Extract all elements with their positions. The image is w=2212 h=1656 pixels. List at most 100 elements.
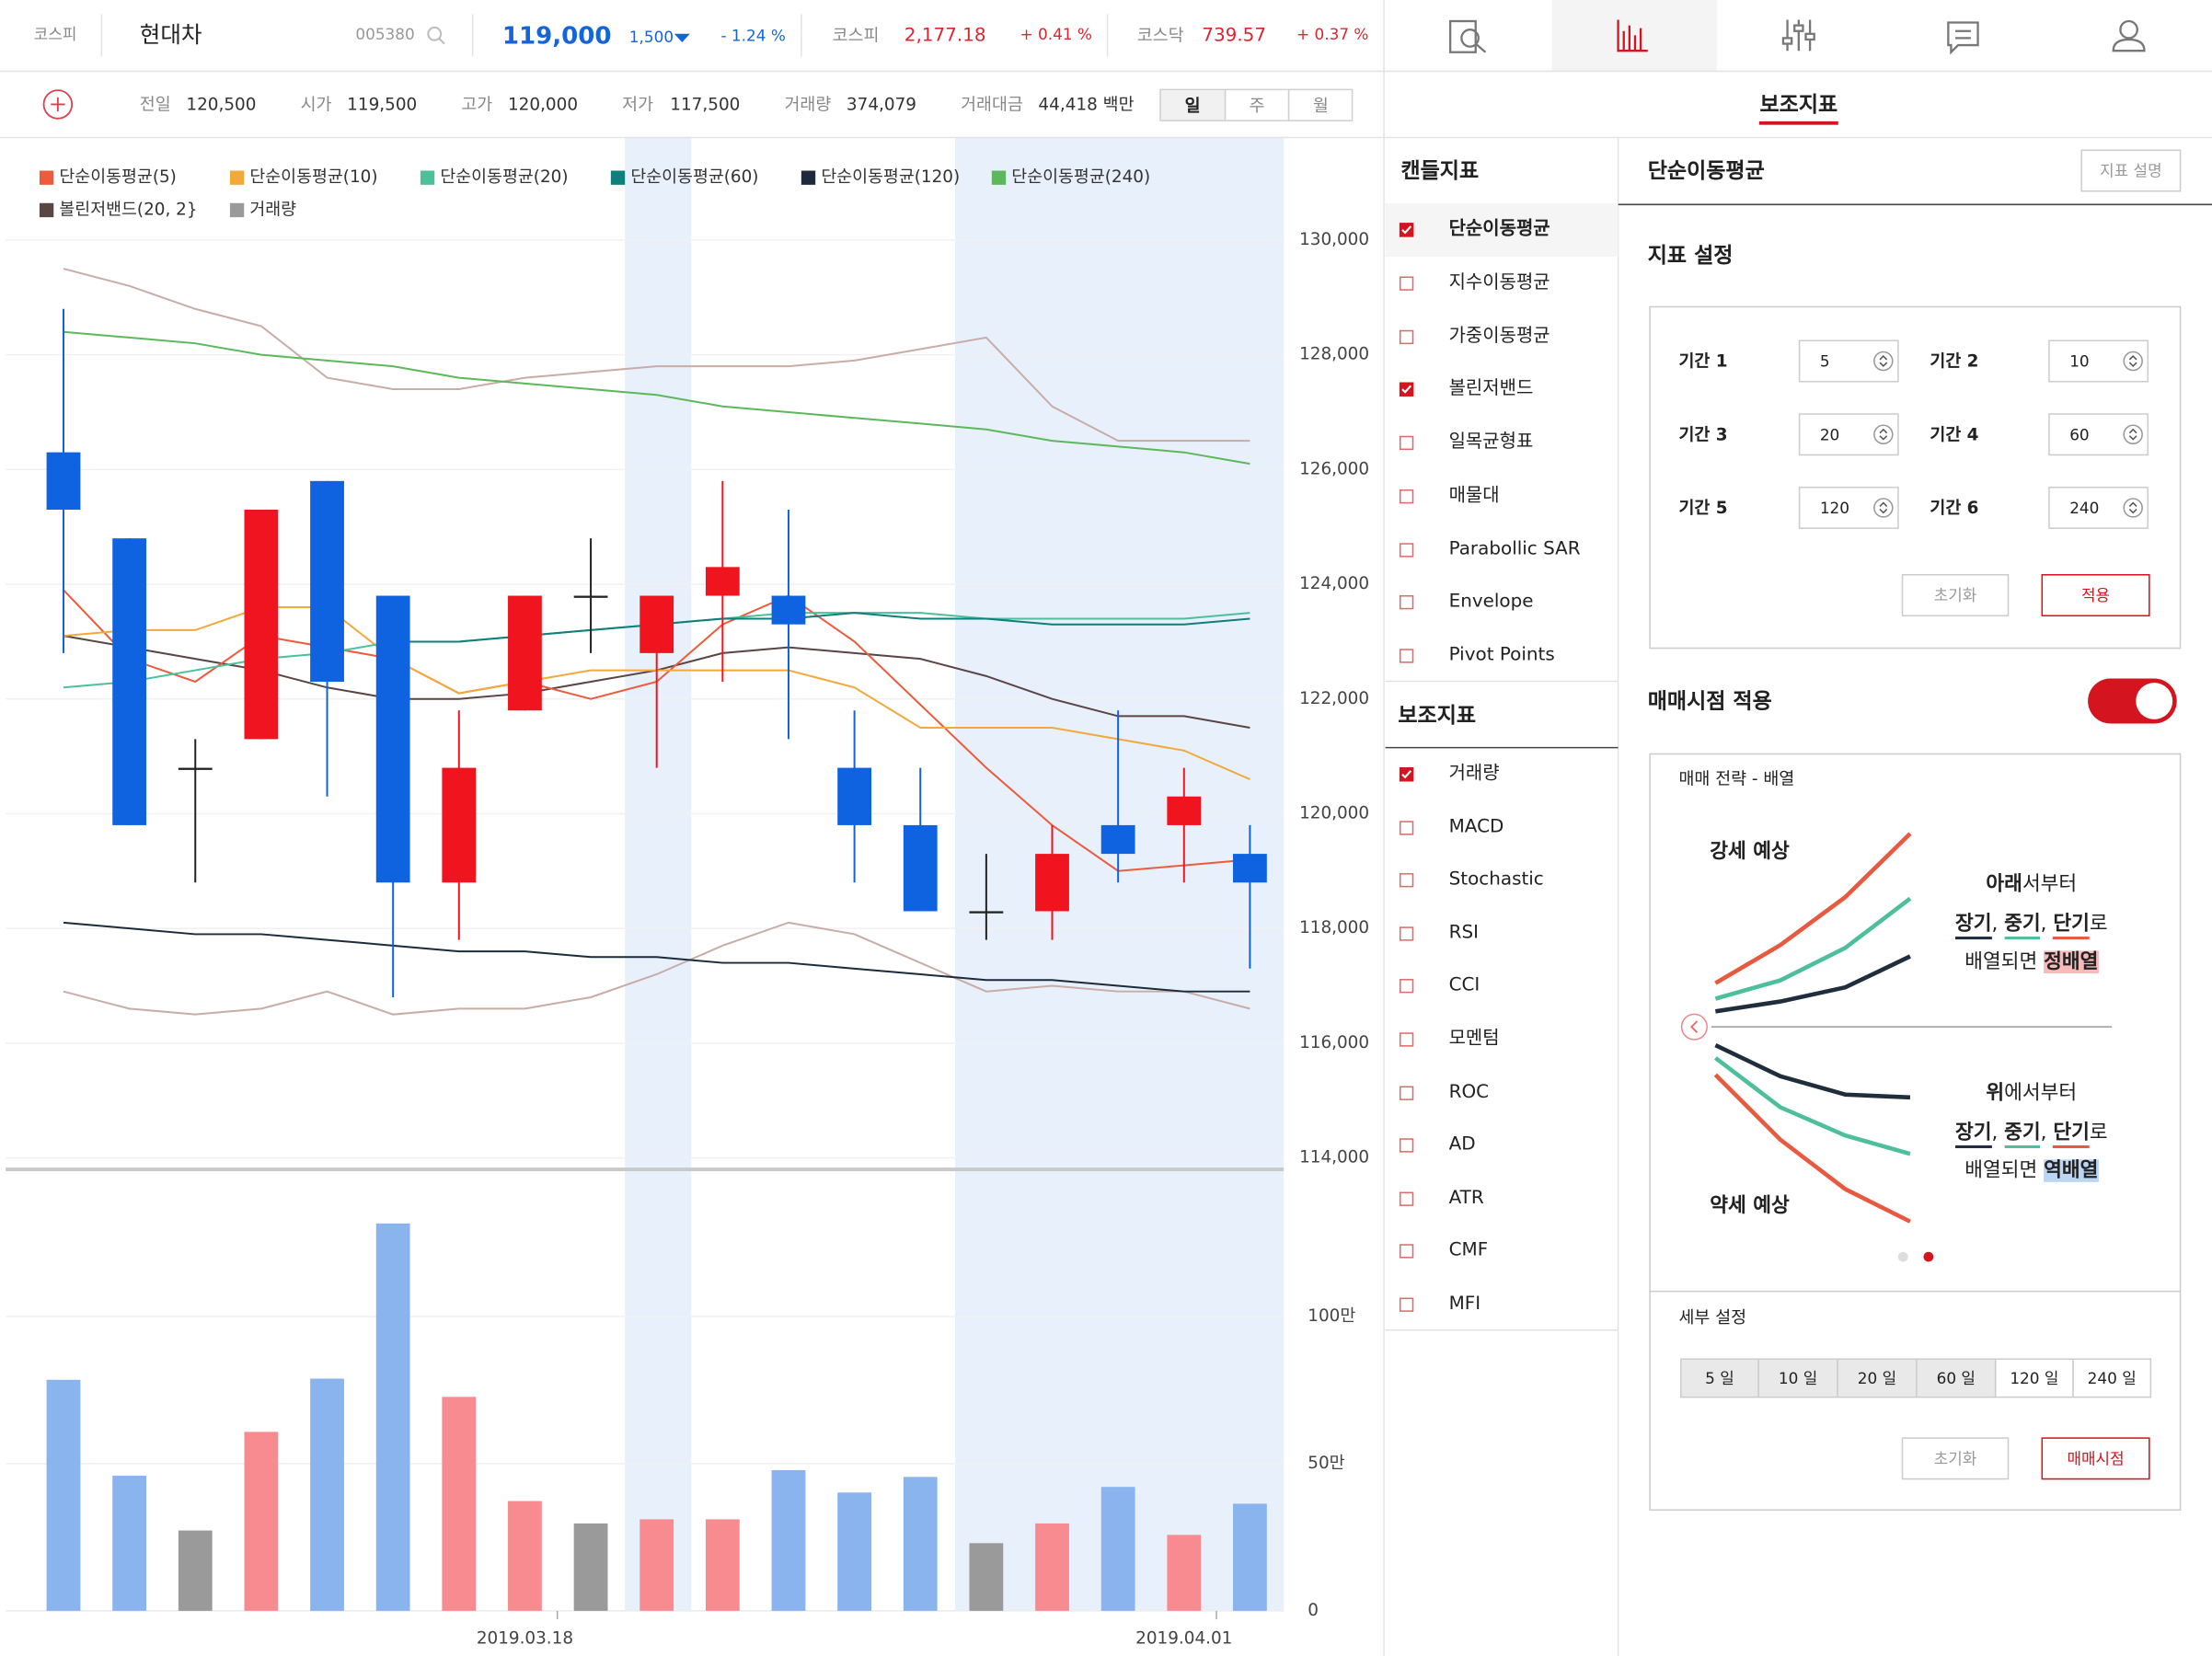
legend-label: 단순이동평균(240) [1011, 167, 1150, 187]
period-button[interactable]: 주 [1224, 88, 1290, 121]
period-button[interactable]: 일 [1159, 88, 1226, 121]
period-input[interactable]: 20 [1798, 413, 1899, 456]
check-mark [1401, 385, 1412, 395]
spinner[interactable] [1873, 498, 1894, 518]
period-button[interactable]: 월 [1288, 88, 1354, 121]
spinner[interactable] [1873, 351, 1894, 372]
quote-label: 시가 [300, 94, 332, 115]
tab-icons[interactable] [1448, 19, 2146, 55]
day-button[interactable]: 10 일 [1757, 1358, 1838, 1398]
legend-swatch [991, 170, 1007, 185]
checkbox[interactable] [1399, 329, 1414, 344]
candle-body [244, 509, 279, 740]
index-change: + 0.41 % [1020, 25, 1092, 44]
checkbox[interactable] [1399, 649, 1414, 663]
checkbox[interactable] [1399, 979, 1414, 994]
icon-search-doc[interactable] [1474, 42, 1487, 53]
prev-button[interactable] [1690, 1020, 1699, 1033]
spinner[interactable] [2123, 424, 2143, 444]
candle-body [46, 452, 81, 510]
legend-swatch [229, 202, 245, 218]
reset-button[interactable]: 초기화 [1901, 574, 2010, 617]
page-dot[interactable] [1897, 1251, 1908, 1262]
trend-text-part: 역배열 [2044, 1159, 2099, 1182]
period-input[interactable]: 5 [1798, 339, 1899, 383]
spinner[interactable] [2123, 351, 2143, 372]
checkbox[interactable] [1399, 1032, 1414, 1047]
icon-search-doc[interactable] [1460, 29, 1480, 48]
icon-message[interactable] [1947, 21, 1979, 55]
add-button[interactable] [51, 97, 65, 112]
list-item: 단순이동평균 [1448, 218, 1550, 240]
checkbox[interactable] [1399, 542, 1414, 557]
candle-body [442, 767, 477, 883]
checkbox[interactable] [1399, 873, 1414, 888]
input-value: 240 [2069, 499, 2100, 518]
section-title: 지표 설정 [1647, 242, 1734, 269]
checkbox[interactable] [1399, 1085, 1414, 1100]
spinner[interactable] [1873, 424, 1894, 444]
day-button[interactable]: 60 일 [1916, 1358, 1997, 1398]
signal-button[interactable]: 매매시점 [2041, 1437, 2150, 1480]
list-item: CCI [1448, 975, 1480, 997]
period-input[interactable]: 10 [2048, 339, 2149, 383]
checkbox[interactable] [1399, 926, 1414, 941]
day-button[interactable]: 5 일 [1680, 1358, 1759, 1398]
search-icon[interactable] [438, 37, 445, 45]
volume-bar [639, 1519, 674, 1611]
toggle-knob[interactable] [2136, 683, 2173, 719]
section-title: 보조지표 [1398, 702, 1477, 729]
day-button[interactable]: 240 일 [2072, 1358, 2152, 1398]
list-item: MACD [1448, 816, 1504, 838]
search-icon[interactable] [427, 26, 443, 41]
icon-user[interactable] [2112, 38, 2146, 52]
checkbox[interactable] [1399, 820, 1414, 835]
add-button[interactable] [42, 89, 74, 120]
illustration-line [1715, 954, 1911, 1014]
checkbox[interactable] [1399, 1138, 1414, 1153]
index-value: 2,177.18 [904, 25, 986, 47]
volume-bar [46, 1379, 81, 1611]
prev-button[interactable] [1680, 1013, 1708, 1041]
y-tick-label: 126,000 [1299, 459, 1369, 478]
checkbox[interactable] [1399, 489, 1414, 503]
checkbox[interactable] [1399, 767, 1414, 782]
checkbox[interactable] [1399, 382, 1414, 397]
toggle[interactable] [2088, 678, 2177, 724]
icon-settings[interactable] [1781, 37, 1793, 45]
selected-row [1385, 202, 1619, 258]
icon-settings[interactable] [1804, 32, 1815, 41]
trend-text: 위에서부터 [1986, 1077, 2077, 1109]
period-input[interactable]: 240 [2048, 486, 2149, 529]
spinner[interactable] [2123, 498, 2143, 518]
checkbox[interactable] [1399, 1191, 1414, 1206]
checkbox[interactable] [1399, 435, 1414, 451]
icon-settings[interactable] [1793, 24, 1804, 32]
checkbox[interactable] [1399, 1297, 1414, 1312]
list-item: 일목균형표 [1448, 431, 1534, 454]
index-name: 코스닥 [1136, 25, 1184, 46]
period-input[interactable]: 60 [2048, 413, 2149, 456]
icon-chart[interactable] [1617, 19, 1648, 52]
input-label: 기간 6 [1930, 498, 1979, 518]
legend-swatch [39, 202, 54, 218]
day-button[interactable]: 20 일 [1837, 1358, 1918, 1398]
y-tick-label: 130,000 [1299, 230, 1369, 249]
checkbox[interactable] [1399, 223, 1414, 237]
checkbox[interactable] [1399, 1244, 1414, 1259]
candle-body [508, 595, 542, 711]
checkbox[interactable] [1399, 595, 1414, 610]
page-dot[interactable] [1923, 1251, 1934, 1262]
day-button[interactable]: 120 일 [1994, 1358, 2074, 1398]
volume-bar [573, 1523, 608, 1611]
apply-button[interactable]: 적용 [2041, 574, 2150, 617]
reset-button[interactable]: 초기화 [1901, 1437, 2010, 1480]
illustration-line [1714, 1043, 1911, 1100]
icon-user[interactable] [2119, 19, 2138, 40]
icon-search-doc[interactable] [1448, 19, 1477, 53]
volume-bar [178, 1530, 213, 1611]
period-input[interactable]: 120 [1798, 486, 1899, 529]
help-button[interactable]: 지표 설명 [2080, 149, 2182, 192]
checkbox[interactable] [1399, 276, 1414, 291]
